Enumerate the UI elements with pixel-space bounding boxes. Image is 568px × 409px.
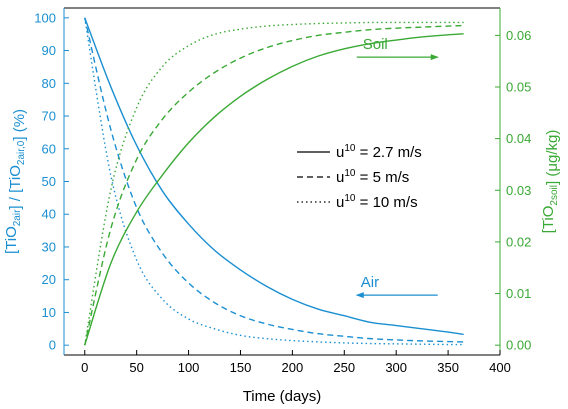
y-right-tick-label: 0.06 (506, 28, 531, 43)
y-left-tick-label: 60 (42, 141, 56, 156)
legend-label: u10 = 2.7 m/s (336, 143, 422, 161)
y-left-axis-title: [TiO2air] / [TiO2air,0] (%) (3, 109, 28, 254)
legend-label: u10 = 5 m/s (336, 168, 409, 186)
x-tick-label: 50 (129, 360, 143, 375)
x-tick-label: 300 (385, 360, 407, 375)
y-left-tick-label: 70 (42, 109, 56, 124)
x-tick-label: 0 (81, 360, 88, 375)
series-line-soil-dashed (84, 24, 464, 346)
x-tick-label: 100 (178, 360, 200, 375)
y-left-tick-label: 0 (49, 338, 56, 353)
y-left-tick-label: 10 (42, 305, 56, 320)
annotation-group: Soil Air (355, 36, 439, 299)
annotation-arrowhead-air (355, 292, 364, 299)
y-right-tick-label: 0.05 (506, 80, 531, 95)
annotation-label-soil: Soil (363, 36, 388, 53)
legend: u10 = 2.7 m/s u10 = 5 m/s u10 = 10 m/s (297, 143, 422, 211)
y-right-tick-label: 0.00 (506, 338, 531, 353)
series-line-soil-dotted (84, 21, 464, 346)
series-line-air-dashed (84, 17, 464, 343)
y-right-tick-label: 0.03 (506, 183, 531, 198)
annotation-label-air: Air (361, 274, 379, 291)
y-left-tick-label: 90 (42, 43, 56, 58)
y-left-tick-label: 80 (42, 76, 56, 91)
y-right-tick-label: 0.04 (506, 131, 531, 146)
series-line-air-solid (84, 17, 464, 336)
y-left-tick-label: 50 (42, 174, 56, 189)
axes-group: 0 50 100 150 200 250 300 350 400 0 10 20 30 40 50 60 70 8… (34, 7, 531, 375)
x-tick-label: 400 (489, 360, 511, 375)
x-axis-title: Time (days) (243, 388, 322, 405)
annotation-arrowhead-soil (430, 54, 439, 61)
series-line-soil-solid (84, 33, 464, 346)
x-tick-label: 250 (333, 360, 355, 375)
x-tick-label: 150 (230, 360, 252, 375)
y-left-tick-label: 100 (34, 10, 56, 25)
x-tick-label: 200 (282, 360, 304, 375)
y-left-tick-label: 20 (42, 272, 56, 287)
y-right-tick-label: 0.02 (506, 234, 531, 249)
y-left-tick-label: 30 (42, 239, 56, 254)
y-right-axis-title: [TiO2soil] (μg/kg) (540, 130, 561, 234)
x-tick-label: 350 (437, 360, 459, 375)
axis-labels-group: Time (days) [TiO2air] / [TiO2air,0] (%) [T… (3, 109, 561, 405)
legend-label: u10 = 10 m/s (336, 193, 418, 211)
y-right-tick-label: 0.01 (506, 286, 531, 301)
series-line-air-dotted (84, 17, 464, 346)
y-left-tick-label: 40 (42, 207, 56, 222)
series-group (84, 17, 464, 346)
